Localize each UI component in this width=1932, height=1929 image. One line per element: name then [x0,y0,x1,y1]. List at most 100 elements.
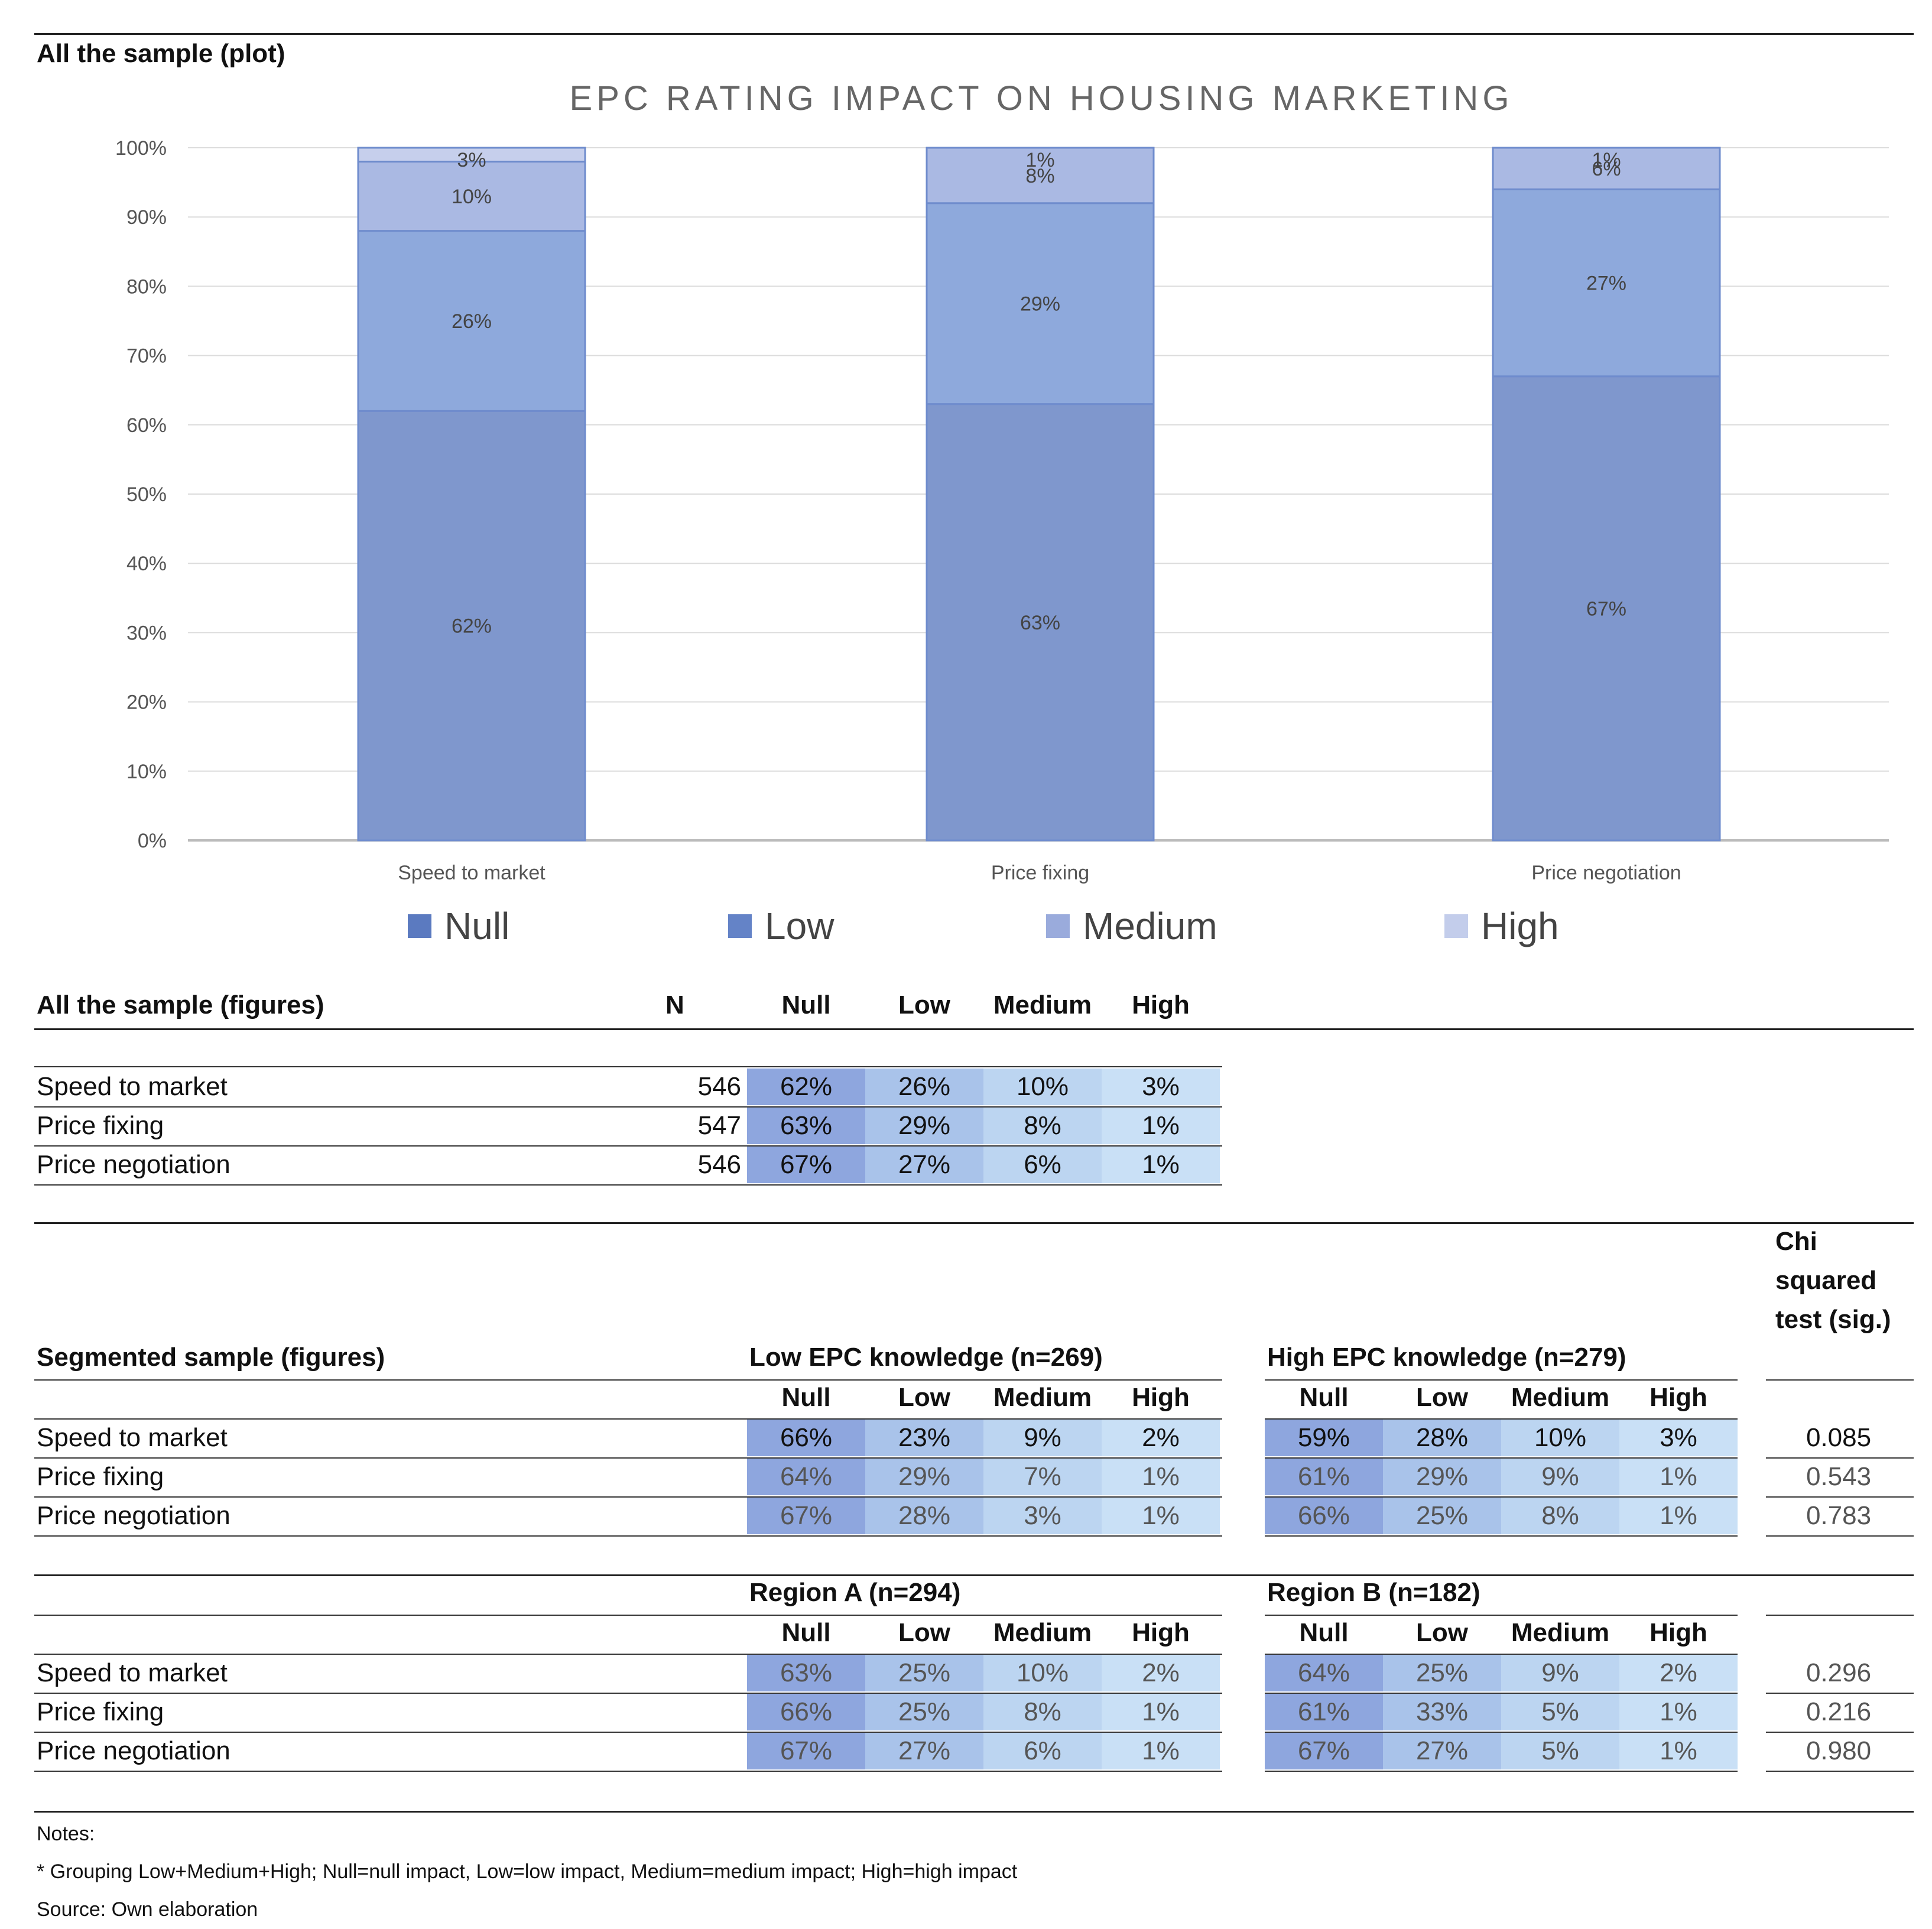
segment-col-header-null: Null [781,1618,831,1647]
segment-right-title: Region B (n=182) [1267,1578,1480,1607]
segment-cell-medium: 10% [983,1655,1102,1691]
segment-cell-high: 1% [1102,1498,1220,1534]
segment-row-rule-right [1265,1693,1738,1694]
segment-cell-medium: 9% [983,1420,1102,1456]
data-label-low-1: 26% [452,310,492,333]
segment-header-rule-right [1265,1654,1738,1655]
segment-cell-low: 25% [865,1655,983,1691]
segment-col-header-high: High [1649,1383,1707,1412]
chi-value: 0.085 [1806,1423,1872,1452]
segment-row-rule-left [34,1771,1222,1772]
segment-row-rule-left [34,1693,1222,1694]
segment-col-header-low: Low [898,1383,950,1412]
segment-header-rule-left [34,1418,1222,1420]
notes-rule [34,1811,1914,1813]
x-tick-label: Price negotiation [1531,862,1681,884]
chart-title: EPC RATING IMPACT ON HOUSING MARKETING [570,79,1514,118]
segment-cell-null: 66% [747,1420,865,1456]
segment-row-rule-right [1265,1457,1738,1459]
figures-cell-null: 62% [747,1069,865,1105]
segment-cell-low: 27% [865,1733,983,1769]
segment-cell-low: 23% [865,1420,983,1456]
segment-row-rule-chi [1766,1457,1914,1459]
segment-row-label: Speed to market [37,1423,228,1452]
segment-title-rule-right [1265,1615,1738,1616]
figures-cell-high: 1% [1102,1147,1220,1183]
chi-header-line1: Chi [1775,1227,1817,1256]
segment-cell-low: 28% [1383,1420,1501,1456]
figures-row-rule [34,1145,1222,1147]
legend-null-swatch [408,914,431,938]
segment-row-rule-right [1265,1535,1738,1537]
segment-row-rule-right [1265,1732,1738,1733]
bar-null-1 [357,410,586,842]
segment-cell-high: 1% [1619,1498,1738,1534]
segment-cell-high: 1% [1102,1733,1220,1769]
segment-row-rule-chi [1766,1771,1914,1772]
segment-block-rule [34,1574,1914,1576]
figures-cell-low: 27% [865,1147,983,1183]
figures-row-label: Speed to market [37,1072,228,1101]
segment-row-rule-left [34,1732,1222,1733]
figures-cell-low: 26% [865,1069,983,1105]
figures-row-n: 547 [697,1111,741,1140]
segment-title-rule-right [1265,1379,1738,1381]
segment-row-rule-chi [1766,1496,1914,1498]
stacked-bar-chart: EPC RATING IMPACT ON HOUSING MARKETING 0… [115,79,1889,884]
figures-row-rule [34,1184,1222,1186]
bar-high-1 [357,147,586,163]
segment-cell-low: 33% [1383,1694,1501,1730]
y-tick-label: 90% [126,206,167,229]
segment-col-header-high: High [1132,1383,1190,1412]
segment-cell-null: 61% [1265,1694,1383,1730]
figures-header-null: Null [781,991,831,1019]
segment-title-rule-chi [1766,1615,1914,1616]
y-tick-label: 40% [126,553,167,575]
segment-cell-null: 63% [747,1655,865,1691]
figures-row-n: 546 [697,1150,741,1179]
segment-row-rule-chi [1766,1732,1914,1733]
bar-low-2 [926,202,1155,405]
segment-cell-medium: 9% [1501,1459,1619,1495]
chi-value: 0.216 [1806,1697,1872,1726]
figures-cell-low: 29% [865,1108,983,1144]
data-label-low-2: 29% [1020,293,1060,316]
segment-title-rule-left [34,1379,1222,1381]
segment-cell-low: 29% [865,1459,983,1495]
figures-row-label: Price fixing [37,1111,164,1140]
segment-col-header-low: Low [1416,1383,1468,1412]
segment-col-header-medium: Medium [1511,1618,1610,1647]
segment-row-label: Price negotiation [37,1501,230,1530]
chi-value: 0.783 [1806,1501,1872,1530]
figures-row-n: 546 [697,1072,741,1101]
legend-medium-label: Medium [1083,905,1217,947]
data-label-null-2: 63% [1020,612,1060,634]
bar-medium-1 [357,160,586,232]
y-tick-label: 10% [126,761,167,783]
segment-cell-low: 25% [1383,1655,1501,1691]
segment-row-rule-left [34,1535,1222,1537]
y-tick-label: 80% [126,275,167,298]
segment-col-header-medium: Medium [1511,1383,1610,1412]
data-label-high-3: 1% [1592,149,1621,171]
segment-cell-medium: 5% [1501,1733,1619,1769]
y-tick-label: 0% [138,830,167,852]
segmented-rule [34,1222,1914,1224]
legend-null: Null [408,904,509,948]
x-tick-label: Speed to market [398,862,545,884]
bar-null-2 [926,403,1155,842]
segment-row-label: Price negotiation [37,1736,230,1765]
segment-cell-medium: 10% [1501,1420,1619,1456]
bar-medium-3 [1492,147,1721,190]
bar-low-3 [1492,188,1721,378]
figures-header-medium: Medium [993,991,1092,1019]
bar-low-1 [357,230,586,412]
segment-col-header-high: High [1649,1618,1707,1647]
figures-cell-medium: 8% [983,1108,1102,1144]
segment-cell-high: 1% [1619,1694,1738,1730]
segment-cell-medium: 6% [983,1733,1102,1769]
segment-right-title: High EPC knowledge (n=279) [1267,1343,1626,1372]
segment-cell-low: 25% [865,1694,983,1730]
segment-cell-medium: 5% [1501,1694,1619,1730]
y-tick-label: 20% [126,691,167,714]
